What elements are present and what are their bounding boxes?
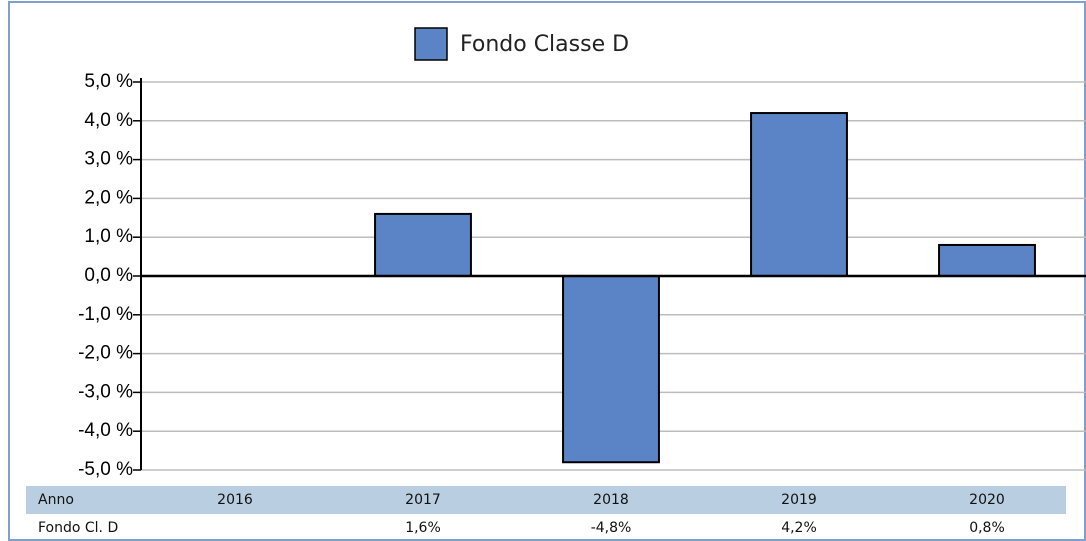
- y-tick-label: 0,0 %: [84, 265, 133, 286]
- y-tick-label: 3,0 %: [84, 149, 133, 170]
- table-header: Anno: [38, 492, 74, 508]
- y-tick-label: 1,0 %: [84, 226, 133, 247]
- bar: [938, 243, 1036, 278]
- table-row-label: Fondo Cl. D: [38, 520, 118, 536]
- bar: [750, 112, 848, 278]
- table-category: 2017: [405, 492, 441, 508]
- legend-label: Fondo Classe D: [460, 32, 629, 57]
- y-tick-label: -5,0 %: [78, 459, 133, 480]
- y-tick-label: 5,0 %: [84, 71, 133, 92]
- frame: [8, 1, 1086, 541]
- y-tick-label: 2,0 %: [84, 187, 133, 208]
- table-category: 2016: [217, 492, 253, 508]
- bar: [374, 212, 472, 277]
- y-tick-label: -2,0 %: [78, 343, 133, 364]
- table-header-bg: [26, 486, 1066, 514]
- bar: [562, 275, 660, 464]
- table-value: 1,6%: [405, 520, 441, 536]
- y-tick-label: -3,0 %: [78, 381, 133, 402]
- table-value: 4,2%: [781, 520, 817, 536]
- legend-swatch: [414, 27, 448, 61]
- table-value: -4,8%: [591, 520, 632, 536]
- table-category: 2018: [593, 492, 629, 508]
- y-tick-label: 4,0 %: [84, 110, 133, 131]
- y-tick-label: -4,0 %: [78, 420, 133, 441]
- table-category: 2019: [781, 492, 817, 508]
- y-tick-label: -1,0 %: [78, 304, 133, 325]
- table-value: 0,8%: [969, 520, 1005, 536]
- table-category: 2020: [969, 492, 1005, 508]
